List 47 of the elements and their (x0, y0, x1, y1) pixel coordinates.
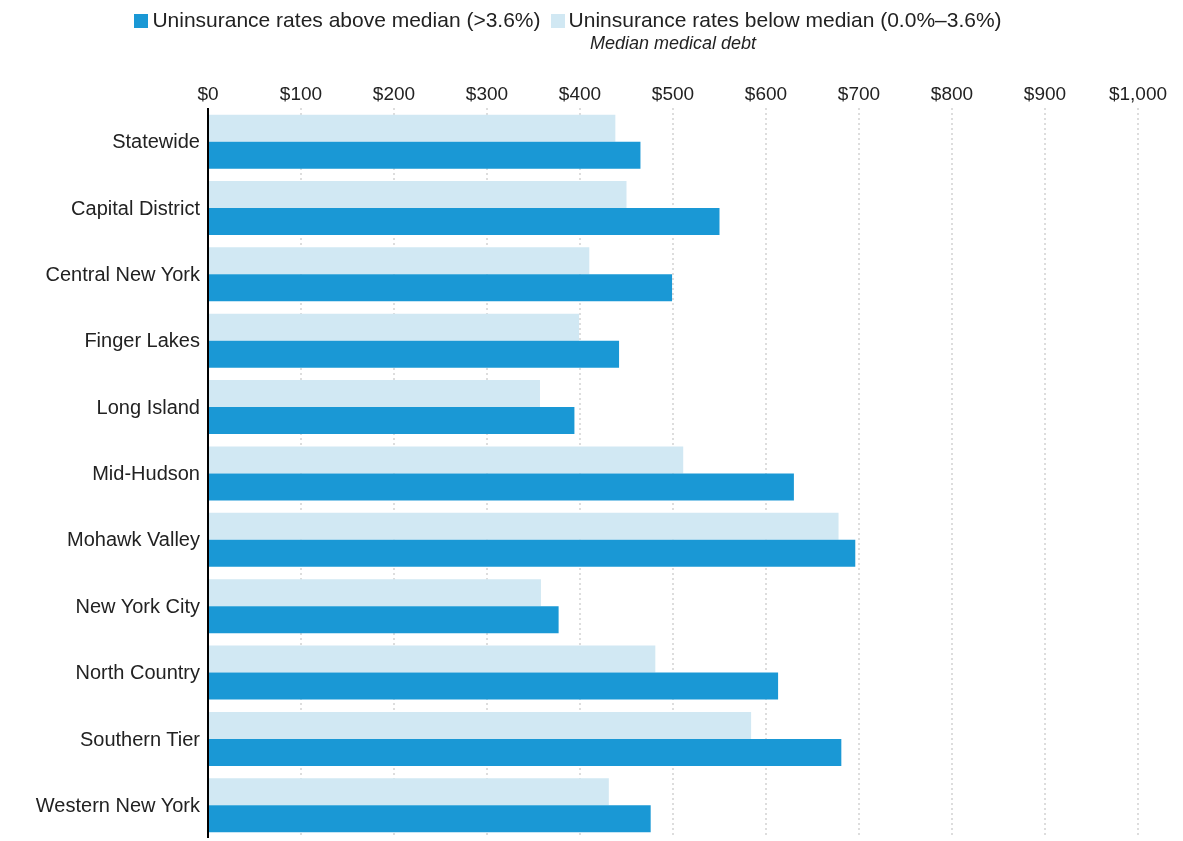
bar (208, 711, 752, 739)
x-tick-label: $900 (1023, 83, 1067, 104)
legend-label: Uninsurance rates below median (0.0%–3.6%) (568, 8, 1002, 31)
bar (208, 579, 541, 607)
y-tick-label: Southern Tier (79, 727, 201, 750)
y-tick-label: Capital District (71, 196, 201, 219)
bar (208, 208, 720, 235)
x-tick-label: $700 (837, 83, 881, 104)
y-tick-label: Finger Lakes (84, 329, 200, 352)
y-tick-label: North Country (75, 661, 200, 684)
legend-label: Uninsurance rates above median (>3.6%) (152, 8, 541, 31)
x-tick-label: $300 (465, 83, 509, 104)
x-tick-label: $400 (558, 83, 602, 104)
y-tick-label: Long Island (96, 395, 200, 418)
bar (208, 446, 684, 474)
bar (208, 181, 627, 208)
y-tick-label: New York City (75, 594, 200, 617)
x-tick-label: $200 (372, 83, 416, 104)
bar (208, 380, 541, 408)
x-axis-title: Median medical debt (589, 32, 758, 53)
bar (208, 672, 779, 700)
x-tick-label: $100 (279, 83, 323, 104)
bar (208, 738, 842, 766)
bar (208, 274, 673, 302)
bar (208, 407, 575, 435)
y-tick-label: Statewide (112, 130, 200, 153)
x-tick-label: $600 (744, 83, 788, 104)
y-tick-label: Central New York (45, 263, 201, 286)
bar (208, 114, 616, 142)
bar (208, 645, 656, 673)
bar (208, 805, 651, 833)
bar (208, 141, 641, 169)
bar (208, 606, 559, 634)
bar (208, 512, 839, 540)
bar (208, 313, 580, 341)
x-tick-label: $800 (930, 83, 974, 104)
y-tick-label: Mid-Hudson (92, 462, 200, 485)
y-tick-label: Mohawk Valley (66, 528, 200, 551)
y-tick-label: Western New York (35, 793, 201, 816)
x-tick-label: $500 (651, 83, 695, 104)
bar (208, 778, 609, 806)
bar (208, 340, 620, 368)
x-tick-label: $1,000 (1108, 83, 1168, 104)
bar (208, 473, 794, 501)
bar (208, 247, 590, 275)
x-tick-label: $0 (197, 83, 219, 104)
bar (208, 539, 856, 567)
